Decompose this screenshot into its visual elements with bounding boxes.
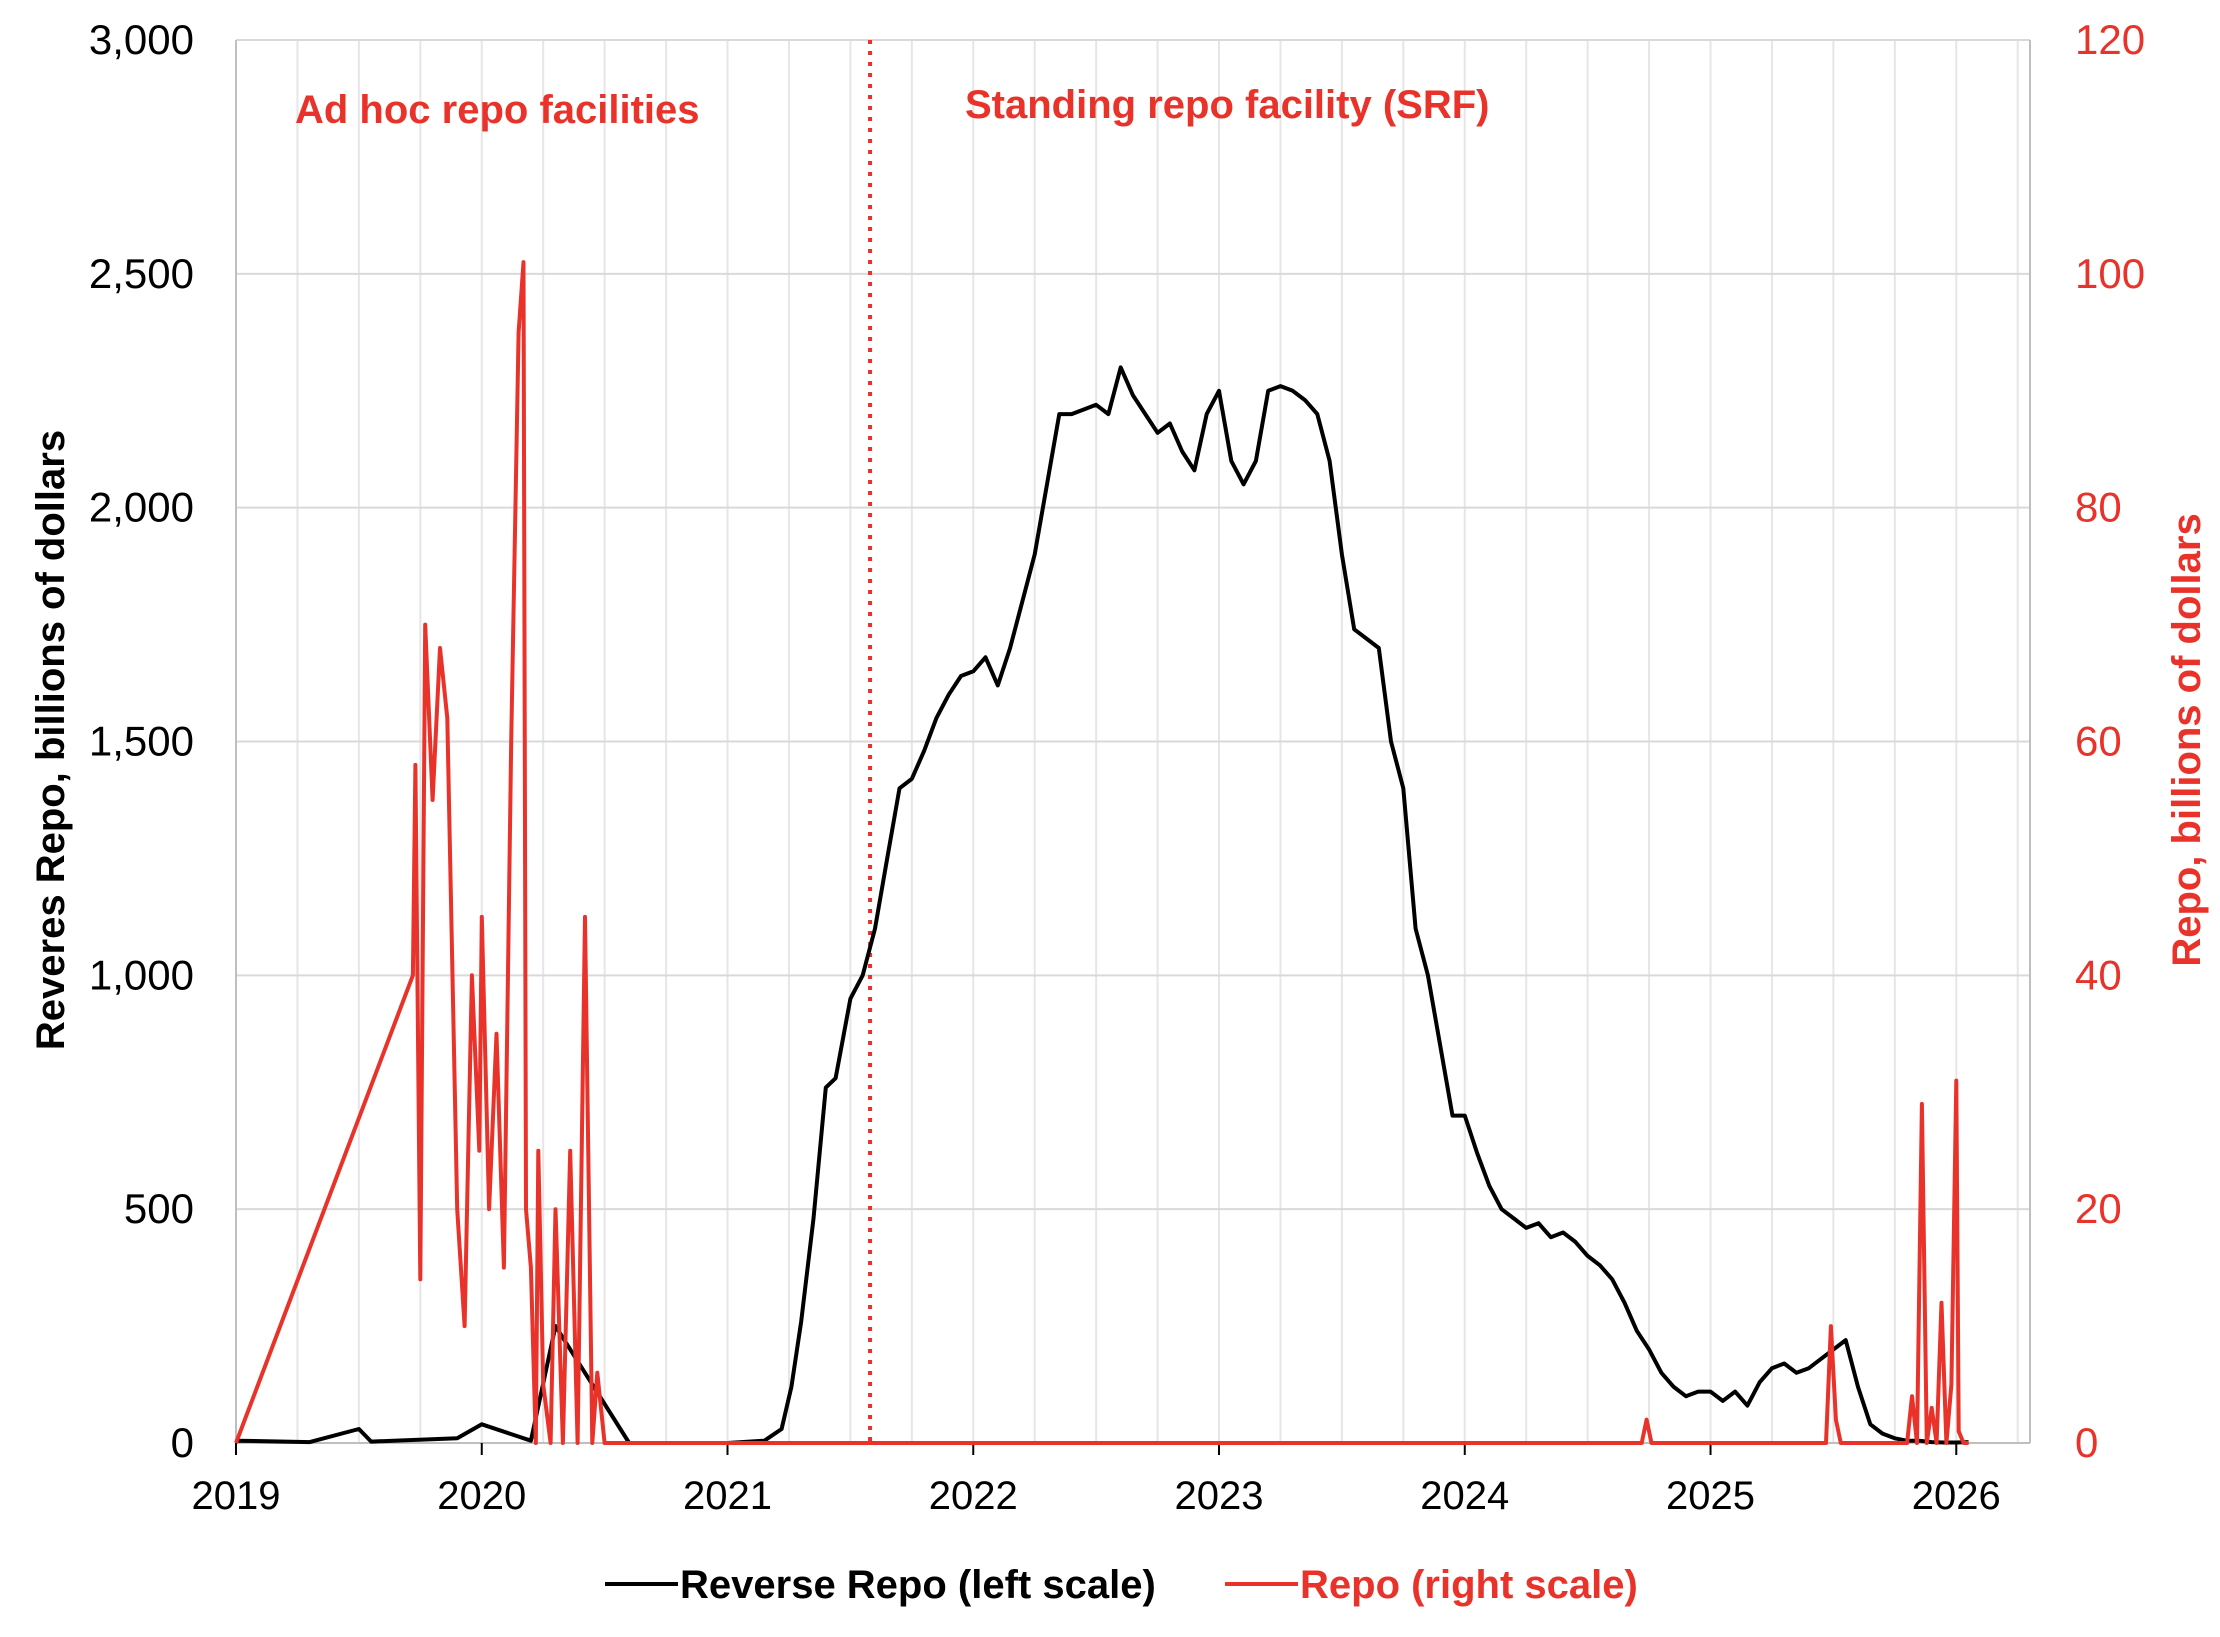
y-right-tick-label: 20: [2075, 1185, 2122, 1232]
x-tick-label: 2025: [1666, 1474, 1755, 1518]
y-right-tick-label: 120: [2075, 16, 2145, 63]
legend: Reverse Repo (left scale) Repo (right sc…: [605, 1563, 1638, 1607]
annotation-srf: Standing repo facility (SRF): [965, 83, 1489, 127]
series-layer: [234, 260, 1969, 1445]
x-tick-label: 2021: [683, 1474, 772, 1518]
y-right-tick-label: 100: [2075, 250, 2145, 297]
y-left-tick-label: 2,500: [89, 250, 194, 297]
x-tick-label: 2023: [1175, 1474, 1264, 1518]
y-right-title: Repo, billions of dollars: [2165, 513, 2209, 966]
x-tick-label: 2024: [1420, 1474, 1509, 1518]
x-tick-label: 2022: [929, 1474, 1018, 1518]
y-left-tick-label: 500: [124, 1185, 194, 1232]
y-right-tick-label: 60: [2075, 718, 2122, 765]
x-tick-label: 2019: [192, 1474, 281, 1518]
annotation-adhoc: Ad hoc repo facilities: [295, 88, 700, 132]
x-tick-label: 2026: [1912, 1474, 2001, 1518]
y-left-title: Reveres Repo, billions of dollars: [29, 430, 73, 1050]
x-tick-label: 2020: [437, 1474, 526, 1518]
x-tick-labels: 2019 2020 2021 2022 2023 2024 2025 2026: [192, 1443, 2001, 1518]
repo-series-line: [234, 260, 1969, 1445]
right-tick-labels: 0 20 40 60 80 100 120: [2075, 16, 2145, 1466]
reverse-repo-series-line: [235, 365, 1969, 1445]
left-tick-labels: 0 500 1,000 1,500 2,000 2,500 3,000: [89, 16, 194, 1466]
y-right-tick-label: 80: [2075, 484, 2122, 531]
y-left-tick-label: 1,500: [89, 718, 194, 765]
y-right-tick-label: 0: [2075, 1419, 2098, 1466]
legend-label-reverse-repo: Reverse Repo (left scale): [680, 1563, 1156, 1607]
y-left-tick-label: 2,000: [89, 484, 194, 531]
legend-label-repo: Repo (right scale): [1300, 1563, 1638, 1607]
y-left-tick-label: 1,000: [89, 951, 194, 998]
y-left-tick-label: 0: [171, 1419, 194, 1466]
y-left-tick-label: 3,000: [89, 16, 194, 63]
y-right-tick-label: 40: [2075, 951, 2122, 998]
